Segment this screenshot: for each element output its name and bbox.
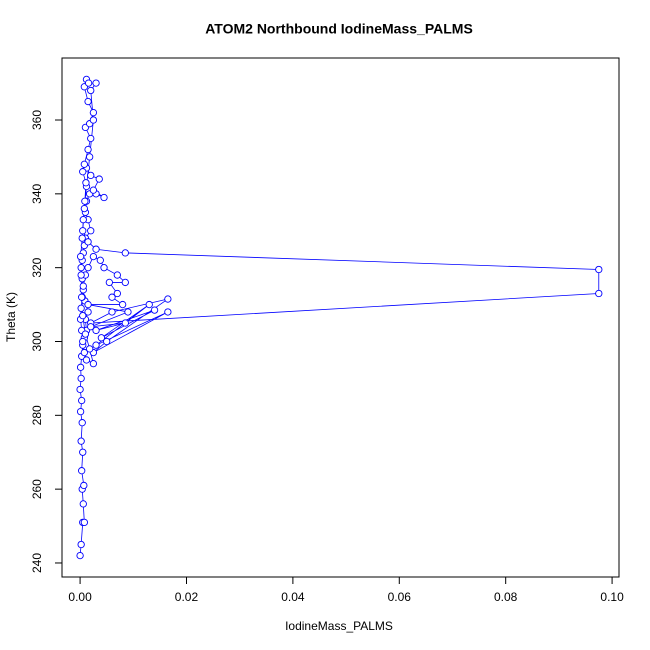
data-point: [87, 227, 95, 235]
data-point: [78, 234, 86, 242]
data-point: [86, 153, 94, 161]
data-point: [95, 175, 103, 183]
y-tick-label: 240: [30, 553, 44, 573]
data-point: [78, 293, 86, 301]
data-point: [96, 256, 104, 264]
data-point: [86, 345, 94, 353]
data-point: [79, 337, 87, 346]
data-point: [76, 385, 84, 394]
data-point: [77, 271, 85, 279]
data-line: [79, 78, 600, 556]
data-point: [84, 264, 92, 272]
data-point: [89, 108, 98, 117]
data-point: [100, 193, 108, 202]
data-point: [121, 249, 129, 257]
data-point: [79, 282, 87, 290]
data-point: [76, 407, 85, 416]
data-point: [89, 252, 98, 261]
data-point: [113, 289, 121, 298]
y-tick-label: 280: [30, 405, 44, 425]
y-tick-label: 260: [30, 479, 44, 499]
data-point: [79, 312, 87, 320]
x-tick-label: 0.02: [175, 590, 199, 604]
y-tick-label: 300: [30, 331, 44, 351]
data-point: [78, 419, 86, 427]
data-point: [84, 97, 92, 106]
data-point: [84, 145, 92, 154]
data-point: [77, 304, 85, 312]
data-point: [79, 500, 87, 508]
data-point: [103, 337, 111, 346]
data-point: [121, 278, 129, 287]
data-point: [87, 323, 95, 331]
x-tick-label: 0.06: [388, 590, 412, 604]
data-point: [84, 238, 92, 246]
y-tick-label: 360: [30, 110, 44, 130]
data-point: [124, 308, 132, 316]
data-point: [97, 334, 106, 342]
data-point: [80, 160, 88, 168]
data-point: [82, 356, 91, 364]
data-point: [92, 79, 100, 87]
x-tick-label: 0.00: [68, 590, 92, 604]
data-point: [100, 264, 108, 272]
data-point: [79, 216, 87, 224]
data-point: [80, 348, 88, 357]
data-point: [87, 134, 95, 143]
data-point: [150, 306, 159, 314]
data-point: [84, 300, 92, 309]
data-point: [89, 116, 98, 124]
data-point: [81, 330, 90, 338]
data-point: [79, 168, 87, 176]
data-point: [92, 245, 100, 253]
data-point: [108, 308, 116, 316]
data-point: [81, 197, 89, 205]
data-point: [164, 295, 172, 303]
data-point: [76, 551, 84, 560]
data-point: [92, 341, 100, 349]
y-tick-label: 340: [30, 184, 44, 204]
data-point: [80, 481, 88, 490]
data-point: [78, 396, 86, 405]
data-point: [118, 300, 127, 309]
x-tick-label: 0.08: [494, 590, 518, 604]
data-point: [121, 319, 129, 327]
plot-frame: [61, 57, 620, 578]
data-point: [76, 252, 85, 261]
x-axis-label: IodineMass_PALMS: [285, 619, 393, 633]
data-point: [76, 363, 85, 371]
data-point: [87, 171, 95, 180]
data-point: [82, 179, 90, 187]
data-point: [145, 300, 153, 309]
data-point: [108, 293, 116, 301]
data-point: [79, 448, 87, 456]
data-point: [113, 271, 121, 279]
data-point: [595, 265, 603, 274]
y-axis-label: Theta (K): [4, 292, 18, 342]
data-point: [105, 278, 113, 287]
data-point: [77, 374, 85, 383]
x-tick-label: 0.04: [281, 590, 305, 604]
data-point: [80, 204, 88, 213]
data-point: [87, 86, 95, 95]
data-point: [92, 326, 100, 335]
chart-title: ATOM2 Northbound IodineMass_PALMS: [205, 21, 473, 37]
data-point: [84, 308, 92, 316]
y-tick-label: 320: [30, 257, 44, 277]
data-point: [89, 359, 98, 368]
data-point: [78, 467, 86, 475]
data-point: [80, 518, 88, 527]
x-tick-label: 0.10: [600, 590, 624, 604]
data-point: [77, 437, 85, 445]
data-point: [84, 79, 93, 87]
data-point: [89, 186, 98, 194]
data-point: [164, 308, 172, 316]
data-point: [77, 264, 85, 272]
data-point: [77, 540, 85, 549]
data-point: [79, 227, 87, 235]
data-point: [595, 289, 603, 298]
